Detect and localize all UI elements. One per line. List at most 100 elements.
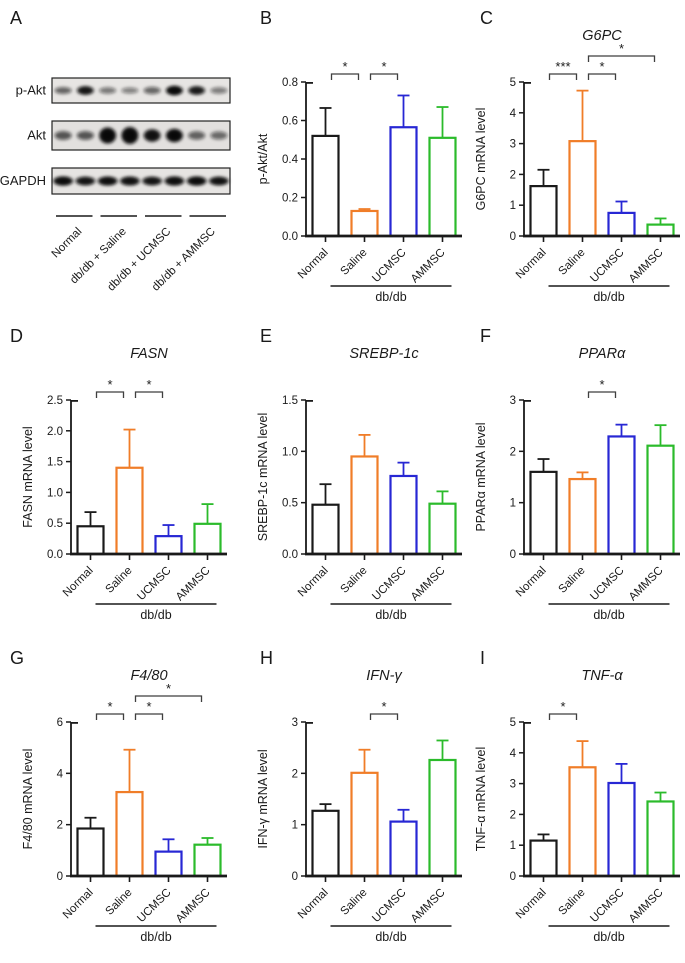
bar-saline [350,209,379,238]
bar-saline [567,766,597,878]
significance-bracket [548,713,577,720]
blot-band [54,131,72,140]
blot-band-core [146,131,159,140]
y-tick-label: 1 [509,498,515,510]
x-category-label: Normal [61,565,96,600]
bar-ucmsc [606,781,636,878]
significance-bracket [134,391,164,398]
blot-band-core [168,130,181,141]
y-tick-label: 1 [509,200,515,212]
y-tick-label: 3 [509,395,515,407]
chart-title: IFN-γ [366,668,402,684]
x-category-label: AMMSC [174,887,213,926]
panel-letter-b: B [260,8,273,28]
blot-band [210,131,228,140]
blot-band [121,87,139,94]
blot-band-core [211,177,226,185]
bar-normal [311,134,340,238]
bar-ammsc [645,223,675,238]
y-tick-label: 0.4 [282,154,299,166]
bar-chart-p-akt-akt: 0.0 0.2 0.4 0.6 0.8 p-Akt/Akt * * Normal Saline UC… [256,59,462,304]
x-category-label: AMMSC [626,565,665,604]
bar-saline [115,466,144,556]
panel-letter-h: H [260,648,274,668]
bar-saline [567,140,597,238]
significance-label: * [166,681,171,696]
significance-label: * [107,699,112,714]
blot-row-label: p-Akt [16,83,47,98]
significance-label: * [381,699,386,714]
group-label: db/db [375,608,406,622]
blot-band-core [56,177,71,185]
bar-ucmsc [606,211,636,238]
bar-normal [311,503,340,556]
bar-ucmsc [154,850,183,878]
panel-c-chart: C G6PC 0 1 2 3 4 5 G6PC mRNA level *** * * Normal Sa… [470,0,685,318]
y-tick-label: 2.0 [47,426,63,438]
x-category-label: Saline [104,565,135,596]
significance-bracket [548,73,577,80]
blot-band-core [190,87,203,94]
x-category-label: UCMSC [588,887,626,925]
bar-chart-tnf-alpha: TNF-α 0 1 2 3 4 5 TNF-α mRNA level * Normal Saline… [474,668,680,944]
significance-bracket [587,391,616,398]
significance-bracket [330,73,360,80]
bar-normal [528,470,558,556]
significance-bracket [587,55,655,62]
x-category-label: Saline [339,887,370,918]
y-tick-label: 1 [509,840,515,852]
y-tick-label: 1 [292,820,298,832]
significance-bracket [369,73,399,80]
y-tick-label: 1.5 [47,457,63,469]
panel-i-chart: I TNF-α 0 1 2 3 4 5 TNF-α mRNA level * Normal Sali… [470,640,685,963]
x-category-label: Saline [339,565,370,596]
y-tick-label: 2 [509,809,515,821]
panel-letter-c: C [480,8,494,28]
y-tick-label: 0.2 [282,193,298,205]
y-axis-label: G6PC mRNA level [474,108,488,211]
chart-title: F4/80 [130,668,167,684]
blot-band [76,131,94,140]
x-category-label: UCMSC [370,565,408,603]
bar-ucmsc [389,126,418,238]
x-category-label: Saline [339,247,370,278]
y-tick-label: 1.5 [282,395,298,407]
chart-title: G6PC [582,28,622,44]
significance-bracket [134,695,203,702]
blot-band-core [189,177,204,185]
blot-band-core [100,177,115,185]
bar-chart-ppar-alpha: PPARα 0 1 2 3 PPARα mRNA level * Normal Saline UC… [474,346,680,622]
lane-group-label: Normal [50,226,85,261]
chart-title: TNF-α [581,668,623,684]
y-tick-label: 2.5 [47,395,63,407]
panel-letter-d: D [10,326,24,346]
bar-saline [115,790,144,878]
panel-letter-f: F [480,326,492,346]
significance-bracket [134,713,164,720]
blot-band-core [123,129,136,142]
significance-label: * [381,59,386,74]
y-tick-label: 4 [509,108,516,120]
y-tick-label: 0 [509,549,515,561]
significance-label: * [146,377,151,392]
x-category-label: UCMSC [370,887,408,925]
significance-label: * [342,59,347,74]
y-tick-label: 0.5 [282,498,298,510]
y-tick-label: 4 [509,748,516,760]
y-tick-label: 0.0 [47,549,63,561]
y-tick-label: 0 [509,871,515,883]
significance-bracket [369,713,399,720]
blot-band-core [79,87,92,94]
bar-ammsc [428,136,457,238]
blot-band [143,86,161,95]
bar-normal [76,827,105,878]
y-tick-label: 5 [509,717,515,729]
y-tick-label: 0.0 [282,231,298,243]
bar-saline [567,477,597,556]
x-category-label: Saline [556,247,587,278]
group-label: db/db [375,930,406,944]
significance-label: * [146,699,151,714]
x-category-label: Normal [513,565,548,600]
bar-chart-ifn-gamma: IFN-γ 0 1 2 3 IFN-γ mRNA level * Normal Saline UC… [256,668,462,944]
